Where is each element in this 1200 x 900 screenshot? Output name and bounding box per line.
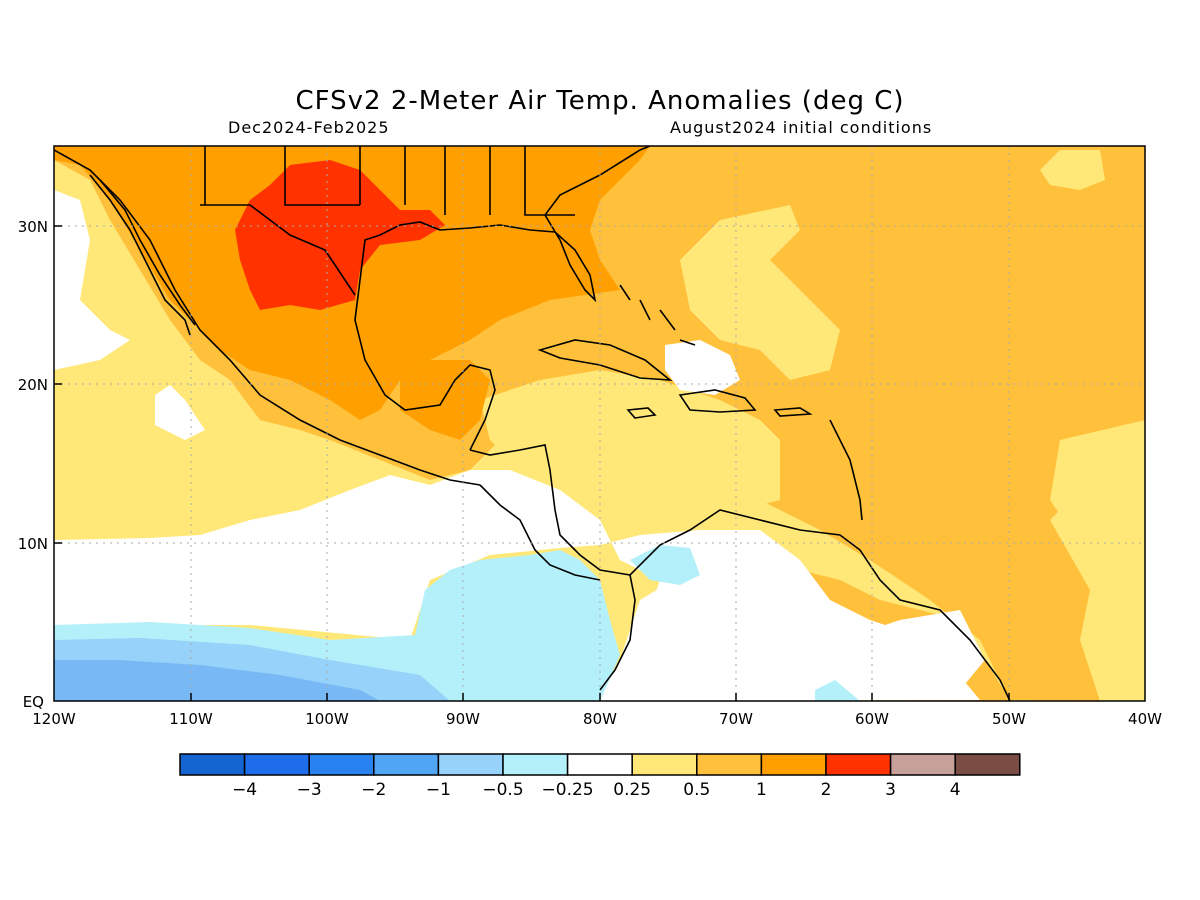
colorbar-label: −0.5 (482, 780, 523, 800)
field-025-05-caribbean (480, 370, 780, 510)
anomaly-fields (54, 146, 1145, 701)
coastlines (54, 146, 1011, 701)
colorbar-label: −2 (361, 780, 386, 800)
colorbar-label: 4 (950, 780, 961, 800)
lat-label: 30N (18, 218, 48, 236)
colorbar-label: −0.25 (542, 780, 594, 800)
lon-label: 40W (1128, 710, 1162, 728)
lon-labels: 120W 110W 100W 90W 80W 70W 60W 50W 40W (32, 710, 1162, 728)
colorbar-swatch (437, 753, 504, 776)
field-neg1-neg2 (54, 660, 380, 701)
lat-labels: 30N 20N 10N EQ (18, 218, 48, 711)
field-neg025-neg05-colombia (630, 545, 700, 585)
axis-ticks (54, 225, 1010, 701)
field-1-2-centralam (400, 360, 490, 440)
colorbar-swatch (954, 753, 1021, 776)
field-near-zero-bahamas (665, 340, 740, 395)
lon-label: 50W (992, 710, 1026, 728)
colorbar-label: 1 (756, 780, 767, 800)
initial-conditions: August2024 initial conditions (670, 118, 933, 137)
colorbar-swatch (825, 753, 892, 776)
colorbar-label: −3 (297, 780, 322, 800)
field-near-zero-south-america (610, 560, 985, 701)
map-title: CFSv2 2-Meter Air Temp. Anomalies (deg C… (295, 86, 905, 116)
colorbar-swatch (373, 753, 440, 776)
lon-label: 100W (305, 710, 349, 728)
colorbar-swatch (631, 753, 698, 776)
forecast-period: Dec2024-Feb2025 (228, 118, 390, 137)
colorbar-swatch (696, 753, 763, 776)
field-near-zero-baja-west (54, 190, 130, 370)
colorbar: −4 −3 −2 −1 −0.5 −0.25 0.25 0.5 1 2 3 4 (179, 753, 1021, 800)
lat-label: 10N (18, 535, 48, 553)
field-near-zero-pacific-spot (155, 385, 205, 440)
lon-label: 60W (855, 710, 889, 728)
lon-label: 90W (446, 710, 480, 728)
colorbar-label: 2 (821, 780, 832, 800)
field-025-05-e (1050, 470, 1145, 701)
lon-label: 80W (583, 710, 617, 728)
colorbar-swatch (502, 753, 569, 776)
colorbar-swatch (760, 753, 827, 776)
grid (54, 146, 1145, 701)
colorbar-label: 0.25 (613, 780, 651, 800)
field-025-05-atlantic (680, 205, 840, 380)
field-neg025-neg05-brazil (815, 680, 860, 701)
colorbar-swatch (308, 753, 375, 776)
colorbar-label: −4 (232, 780, 257, 800)
field-025-05-ne (1040, 150, 1105, 190)
lat-label: 20N (18, 376, 48, 394)
colorbar-label: −1 (426, 780, 451, 800)
colorbar-swatch (566, 753, 633, 776)
lon-label: 110W (169, 710, 213, 728)
lon-label: 70W (719, 710, 753, 728)
colorbar-swatch (179, 753, 246, 776)
lon-label: 120W (32, 710, 76, 728)
colorbar-label: 0.5 (683, 780, 710, 800)
colorbar-swatch (243, 753, 310, 776)
field-2-3 (235, 160, 445, 310)
colorbar-swatch (889, 753, 956, 776)
colorbar-label: 3 (885, 780, 896, 800)
lat-label: EQ (23, 693, 44, 711)
